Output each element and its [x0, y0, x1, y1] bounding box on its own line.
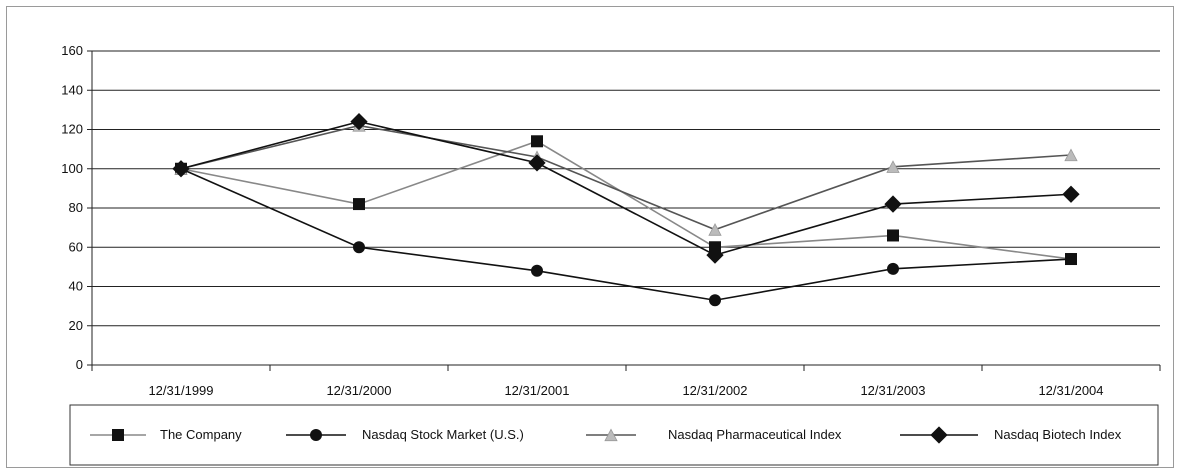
series-line-1: [180, 168, 1072, 302]
data-point: [884, 195, 902, 213]
data-point: [531, 264, 543, 277]
legend-label: Nasdaq Stock Market (U.S.): [362, 427, 524, 442]
x-tick-label: 12/31/2003: [860, 383, 925, 398]
legend-label: The Company: [160, 427, 242, 442]
data-point: [353, 198, 365, 211]
legend: The Company Nasdaq Stock Market (U.S.) Nas…: [69, 404, 1159, 466]
data-point: [709, 294, 721, 307]
legend-marker: [112, 429, 124, 441]
y-tick-label: 0: [76, 357, 83, 372]
x-tick-label: 12/31/2004: [1038, 383, 1103, 398]
series-line-2: [180, 124, 1072, 231]
x-tick-label: 12/31/1999: [148, 383, 213, 398]
data-point: [1064, 148, 1078, 162]
data-point: [531, 135, 543, 148]
x-tick-label: 12/31/2000: [326, 383, 391, 398]
data-point: [708, 223, 722, 236]
data-point: [1065, 253, 1077, 266]
data-point: [172, 160, 190, 178]
gridlines: [92, 50, 1160, 327]
y-tick-label: 40: [69, 279, 83, 294]
legend-label: Nasdaq Pharmaceutical Index: [668, 427, 842, 442]
legend-marker: [930, 426, 948, 444]
data-point: [350, 113, 368, 131]
data-point: [1062, 185, 1080, 203]
chart-frame: [6, 6, 1174, 468]
series-line-0: [180, 140, 1072, 260]
y-tick-label: 60: [69, 239, 83, 254]
data-point: [528, 154, 546, 172]
x-axis-ticks: 12/31/1999 12/31/2000 12/31/2001 12/31/2002…: [91, 365, 1161, 398]
x-tick-label: 12/31/2001: [504, 383, 569, 398]
data-point: [886, 160, 900, 173]
series-line-3: [180, 120, 1072, 256]
data-point: [706, 246, 724, 264]
data-point: [887, 262, 899, 275]
data-point: [353, 241, 365, 254]
data-point: [887, 229, 899, 242]
y-tick-label: 20: [69, 318, 83, 333]
y-tick-label: 120: [61, 122, 83, 137]
y-tick-label: 160: [61, 43, 83, 58]
legend-label: Nasdaq Biotech Index: [994, 427, 1122, 442]
y-tick-label: 140: [61, 82, 83, 97]
x-tick-label: 12/31/2002: [682, 383, 747, 398]
legend-marker: [604, 428, 618, 442]
y-tick-label: 100: [61, 161, 83, 176]
series-markers: [172, 113, 1080, 307]
y-axis-ticks: 0 20 40 60 80 100 120 140 160: [61, 43, 92, 372]
series-lines: [180, 120, 1072, 302]
legend-marker: [310, 429, 322, 441]
y-tick-label: 80: [69, 200, 83, 215]
